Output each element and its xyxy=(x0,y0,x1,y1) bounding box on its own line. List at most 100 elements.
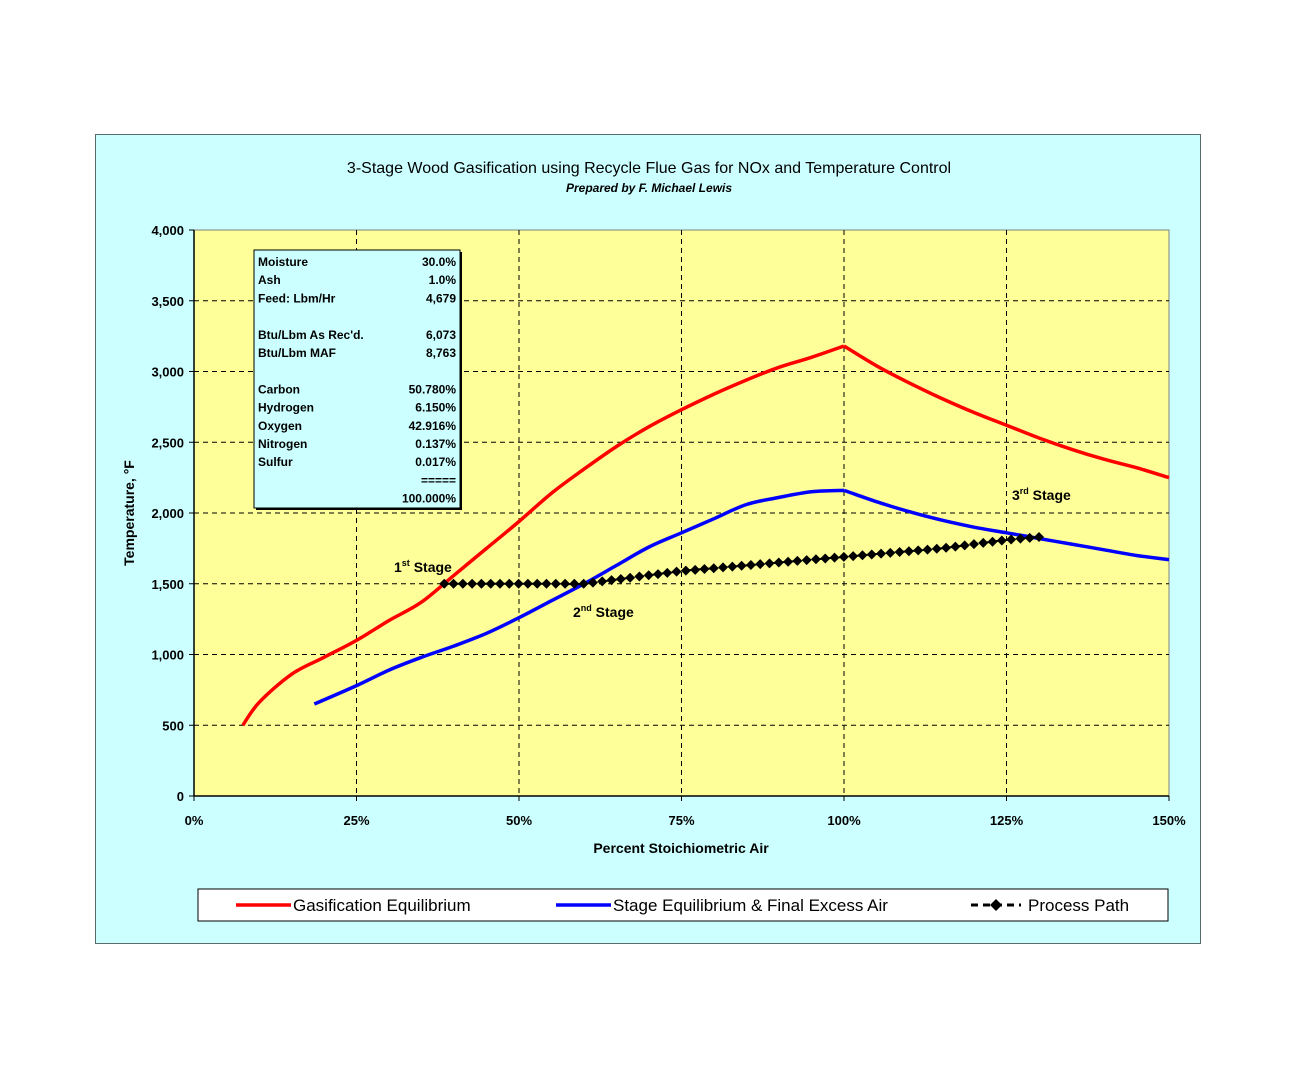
process-path-marker xyxy=(560,578,571,589)
process-path-marker xyxy=(541,578,552,589)
y-tick-label: 1,500 xyxy=(151,577,184,592)
y-tick-label: 500 xyxy=(162,718,184,733)
process-path-marker xyxy=(913,545,924,556)
process-path-marker xyxy=(903,546,914,557)
process-path-marker xyxy=(727,561,738,572)
process-path-marker xyxy=(820,553,831,564)
process-path-marker xyxy=(866,549,877,560)
process-path-marker xyxy=(959,540,970,551)
x-tick-label: 50% xyxy=(506,813,532,828)
info-row-label: Sulfur xyxy=(258,455,293,469)
process-path-marker xyxy=(625,572,636,583)
process-path-marker xyxy=(485,578,496,589)
process-path-marker xyxy=(708,563,719,574)
process-path-marker xyxy=(1015,533,1026,544)
process-path-marker xyxy=(662,567,673,578)
process-path-marker xyxy=(522,578,533,589)
process-path-marker xyxy=(615,573,626,584)
process-path-marker xyxy=(848,551,859,562)
info-row-label: Btu/Lbm MAF xyxy=(258,346,336,360)
info-row-value: 6,073 xyxy=(426,328,456,342)
x-axis-title: Percent Stoichiometric Air xyxy=(593,840,769,856)
info-row-value: 1.0% xyxy=(429,273,457,287)
info-row-label: Oxygen xyxy=(258,419,302,433)
process-path-marker xyxy=(987,536,998,547)
x-tick-label: 125% xyxy=(990,813,1024,828)
process-path-marker xyxy=(467,578,478,589)
process-path-marker xyxy=(513,578,524,589)
process-path-marker xyxy=(931,543,942,554)
process-path-marker xyxy=(634,571,645,582)
process-path-marker xyxy=(783,556,794,567)
info-row-label: Btu/Lbm As Rec'd. xyxy=(258,328,364,342)
chart-subtitle: Prepared by F. Michael Lewis xyxy=(566,181,732,195)
info-row-value: 0.137% xyxy=(415,437,456,451)
legend-label: Gasification Equilibrium xyxy=(293,896,471,915)
process-path-marker xyxy=(996,535,1007,546)
process-path-marker xyxy=(439,578,450,589)
process-path-marker xyxy=(569,578,580,589)
info-box-background xyxy=(253,249,461,509)
x-tick-label: 150% xyxy=(1152,813,1186,828)
process-path-marker xyxy=(504,578,515,589)
process-path-marker xyxy=(736,560,747,571)
info-row-label: Nitrogen xyxy=(258,437,307,451)
process-path-marker xyxy=(606,575,617,586)
x-tick-label: 100% xyxy=(827,813,861,828)
process-path-marker xyxy=(587,577,598,588)
y-tick-label: 2,500 xyxy=(151,435,184,450)
legend-label: Process Path xyxy=(1028,896,1129,915)
process-path-marker xyxy=(699,564,710,575)
y-tick-label: 2,000 xyxy=(151,506,184,521)
process-path-marker xyxy=(978,537,989,548)
process-path-marker xyxy=(857,550,868,561)
legend-label: Stage Equilibrium & Final Excess Air xyxy=(613,896,888,915)
process-path-marker xyxy=(495,578,506,589)
y-axis-title: Temperature, °F xyxy=(121,460,137,566)
process-path-marker xyxy=(476,578,487,589)
process-path-marker xyxy=(550,578,561,589)
y-tick-label: 1,000 xyxy=(151,648,184,663)
process-path-marker xyxy=(941,542,952,553)
info-row-value: 50.780% xyxy=(409,382,457,396)
info-row-value: 0.017% xyxy=(415,455,456,469)
info-row-value: 42.916% xyxy=(409,419,457,433)
process-path-marker xyxy=(764,558,775,569)
process-path-marker xyxy=(876,548,887,559)
process-path-marker xyxy=(1034,532,1044,543)
process-path-marker xyxy=(792,555,803,566)
info-row-label: Hydrogen xyxy=(258,401,314,415)
axes: 0% 25% 50% 75% 100% 125% 150% 0 500 1,000 1,500 2,0… xyxy=(151,223,1186,828)
process-path-marker xyxy=(801,555,812,566)
process-path-marker xyxy=(894,547,905,558)
chart-svg: 3-Stage Wood Gasification using Recycle … xyxy=(121,160,1186,922)
info-row-value: 6.150% xyxy=(415,401,456,415)
info-row-value: 100.000% xyxy=(402,492,456,506)
legend: Gasification Equilibrium Stage Equilibriu… xyxy=(197,888,1169,922)
process-path-marker xyxy=(829,552,840,563)
process-path-marker xyxy=(838,551,849,562)
info-row-value: 30.0% xyxy=(422,255,456,269)
y-tick-label: 3,000 xyxy=(151,365,184,380)
info-row-label: Carbon xyxy=(258,382,300,396)
process-path-marker xyxy=(532,578,543,589)
process-path-marker xyxy=(773,557,784,568)
info-row-label: Feed: Lbm/Hr xyxy=(258,291,336,305)
process-path-marker xyxy=(643,570,654,581)
process-path-marker xyxy=(671,566,682,577)
info-row-value: ===== xyxy=(421,473,456,487)
info-row-label: Ash xyxy=(258,273,281,287)
process-path-marker xyxy=(1024,532,1035,543)
series-layer xyxy=(241,344,1170,727)
process-path-marker xyxy=(652,569,663,580)
x-tick-label: 25% xyxy=(343,813,369,828)
process-path-marker xyxy=(680,565,691,576)
process-path-marker xyxy=(448,578,459,589)
process-path-marker xyxy=(718,562,729,573)
process-path-marker xyxy=(457,578,468,589)
info-row-value: 4,679 xyxy=(426,291,456,305)
series-line-gasification-equilibrium xyxy=(241,344,1170,727)
info-row-label: Moisture xyxy=(258,255,308,269)
process-path-marker xyxy=(745,559,756,570)
info-row-value: 8,763 xyxy=(426,346,456,360)
